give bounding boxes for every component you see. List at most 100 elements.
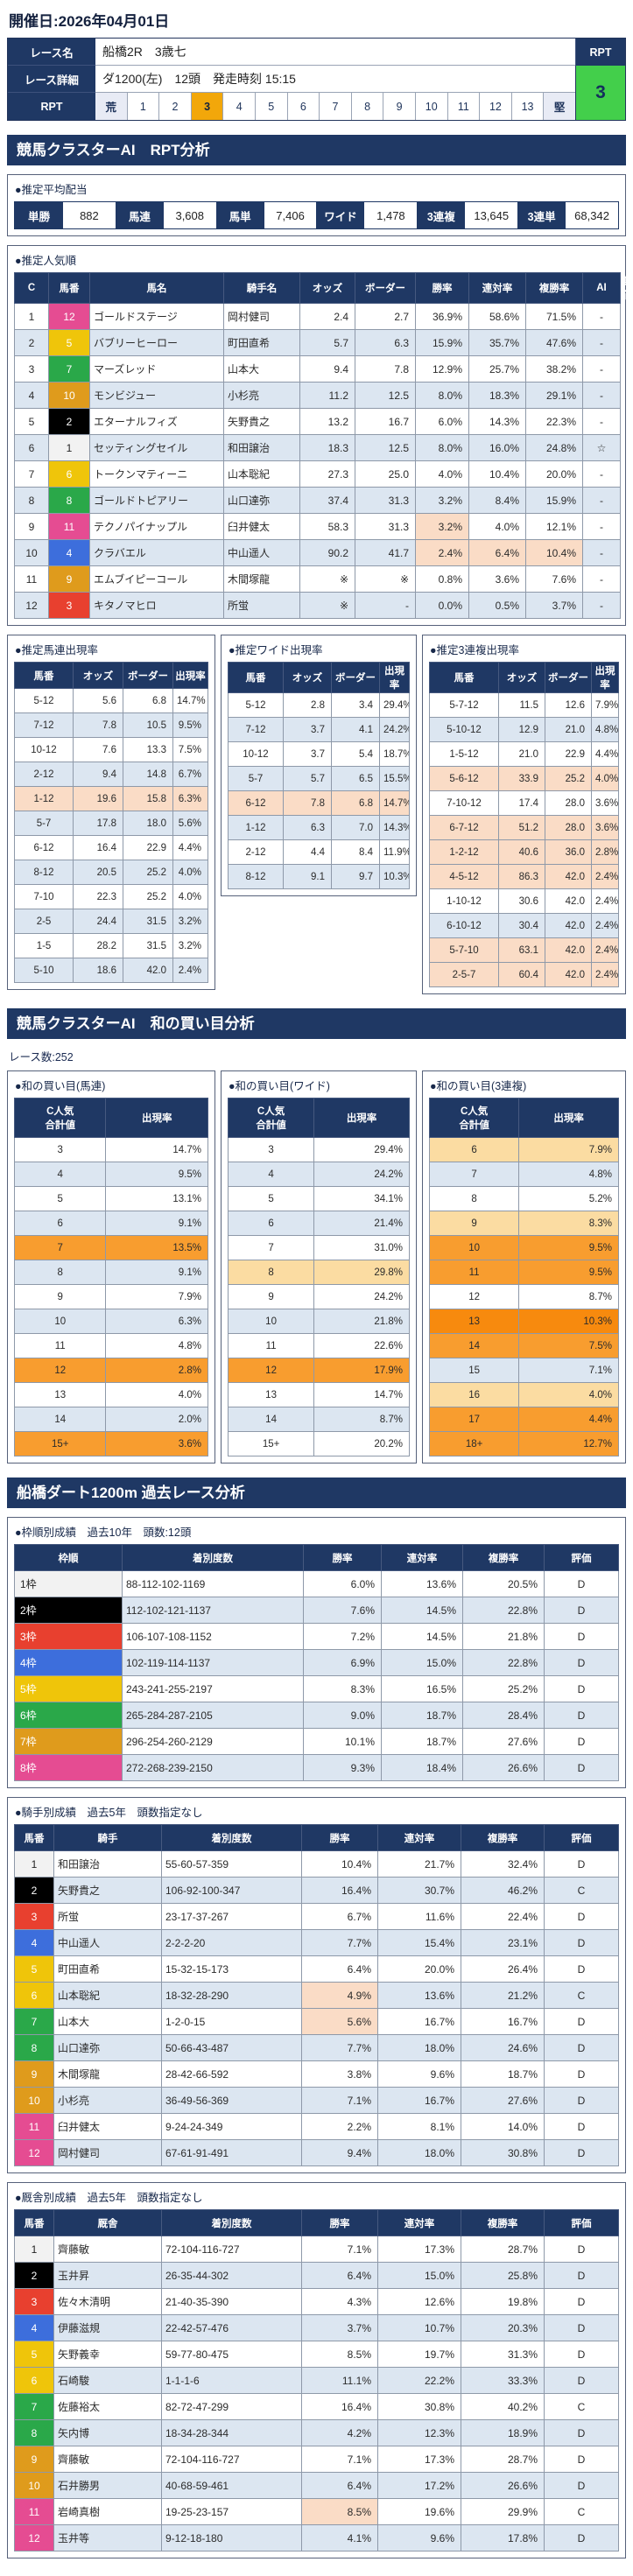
table-row: 11 臼井健太 9-24-24-349 2.2% 8.1% 14.0% D: [14, 2113, 619, 2140]
cell: 5.6%: [172, 811, 208, 836]
cell: -: [582, 539, 621, 566]
cell: 19.7%: [377, 2341, 461, 2368]
cell: 24.2%: [379, 717, 410, 742]
cell: 88-112-102-1169: [122, 1570, 304, 1597]
cell: 14: [227, 1407, 315, 1432]
cell: 6: [428, 1137, 520, 1162]
cell: 山本大: [53, 2008, 162, 2035]
column-header: C人気 合計値: [13, 1098, 107, 1138]
cell: 6.9%: [303, 1649, 382, 1676]
cell: 11.9%: [379, 839, 410, 865]
cell: 木間塚龍: [223, 565, 300, 593]
column-header: 出現率: [105, 1098, 208, 1138]
cell: 14: [13, 1407, 107, 1432]
table-row: 7-12 7.8 10.5 9.5%: [14, 712, 208, 738]
column-header: 着別度数: [161, 1824, 302, 1851]
cell: 10.4%: [468, 460, 526, 488]
cell: ゴールドステージ: [89, 303, 224, 330]
cell: 3.2%: [172, 933, 208, 958]
cell: 13.6%: [381, 1570, 463, 1597]
table-row: 14 8.7%: [227, 1407, 410, 1432]
table-row: 3枠 106-107-108-1152 7.2% 14.5% 21.8% D: [14, 1623, 619, 1650]
column-header: 馬番: [14, 2209, 54, 2236]
cell: 3.7%: [525, 592, 583, 619]
cell: 11.1%: [301, 2367, 378, 2394]
cell: 14.5%: [381, 1597, 463, 1624]
cell: 2.4%: [591, 962, 619, 987]
payout-value: 7,406: [276, 208, 305, 222]
cell: 3.6%: [105, 1431, 208, 1456]
header-row: C人気 合計値 出現率: [227, 1098, 410, 1138]
stable-stats-table: 馬番 厩舎 着別度数 勝率 連対率 複勝率 評価 1 齊藤敏 72-104-116-727 7.1%…: [14, 2209, 619, 2551]
jockey-stats-title: ●騎手別成績 過去5年 頭数指定なし: [15, 1807, 203, 1819]
cell: 5: [14, 2341, 54, 2368]
table-row: 7 31.0%: [227, 1235, 410, 1260]
cell: D: [544, 1675, 619, 1702]
umaren-box-title: ●推定馬連出現率: [15, 644, 99, 656]
cell: 296-254-260-2129: [122, 1728, 304, 1755]
cell: 5: [14, 408, 49, 435]
cell: 18.6: [73, 958, 123, 983]
cell: 齊藤敏: [53, 2446, 162, 2473]
cell: 1-2-0-15: [161, 2008, 302, 2035]
cell: 21.8%: [462, 1623, 545, 1650]
cell: 2.2%: [301, 2113, 378, 2140]
cell: 6-7-12: [429, 815, 499, 840]
cell: 7.6%: [525, 565, 583, 593]
table-row: 1-5-12 21.0 22.9 4.4%: [429, 741, 619, 767]
cell: 2.8%: [591, 839, 619, 865]
cell: 8: [48, 487, 90, 514]
cell: 5: [227, 1186, 315, 1211]
cell: 12: [14, 2524, 54, 2551]
rpt-column-header: RPT: [575, 39, 625, 66]
cell: 265-284-287-2105: [122, 1702, 304, 1729]
cell: 7.1%: [301, 2087, 378, 2114]
table-row: 7 4.8%: [428, 1162, 619, 1187]
cell: 25.2: [123, 860, 173, 885]
cell: D: [544, 1929, 619, 1956]
payout-value: 3,608: [175, 208, 205, 222]
table-row: 1-10-12 30.6 42.0 2.4%: [429, 888, 619, 914]
cell: 22-42-57-476: [161, 2314, 302, 2341]
column-header: 出現率: [518, 1098, 619, 1138]
cell: 4.4%: [591, 741, 619, 767]
cell: 13.6%: [377, 1982, 461, 2009]
rpt-scale-cell: 5: [254, 93, 287, 120]
cell: キタノマヒロ: [89, 592, 224, 619]
cell: 35.7%: [468, 329, 526, 356]
wa-sanrenpuku-box: ●和の買い目(3連複) C人気 合計値 出現率 6 7.9% 7 4.8% 8 5.2% 9 8.…: [422, 1070, 626, 1463]
cell: 6: [14, 434, 49, 461]
table-row: 6-12 16.4 22.9 4.4%: [14, 835, 208, 860]
race-detail-value: ダ1200(左) 12頭 発走時刻 15:15: [95, 66, 575, 93]
rpt-row-label: RPT: [8, 93, 95, 120]
cell: 42.0: [545, 962, 592, 987]
column-header: 着別度数: [161, 2209, 302, 2236]
cell: 31.5: [123, 933, 173, 958]
cell: 15+: [13, 1431, 107, 1456]
cell: 2.4%: [591, 864, 619, 889]
cell: D: [544, 2060, 619, 2088]
cell: 8.3%: [303, 1675, 382, 1702]
cell: 12: [428, 1284, 520, 1309]
cell: 6: [14, 1982, 54, 2009]
cell: 10.4%: [525, 539, 583, 566]
popularity-box: ●推定人気順 C 馬番 馬名 騎手名 オッズ ボーダー 勝率 連対率 複勝率 AI 評価 1 12 ゴール…: [7, 245, 633, 626]
section-header-past-races: 船橋ダート1200m 過去レース分析: [7, 1478, 626, 1508]
cell: 40-68-59-461: [161, 2472, 302, 2499]
cell: 22.9: [123, 835, 173, 860]
cell: 山本聡紀: [53, 1982, 162, 2009]
cell: 8: [13, 1260, 107, 1285]
cell: 11: [227, 1333, 315, 1358]
cell: 10: [14, 2472, 54, 2499]
cell: エターナルフィズ: [89, 408, 224, 435]
wa-wide-box: ●和の買い目(ワイド) C人気 合計値 出現率 3 29.4% 4 24.2% 5 34.1%…: [221, 1070, 417, 1463]
table-row: 3 所蛍 23-17-37-267 6.7% 11.6% 22.4% D: [14, 1903, 619, 1930]
cell: 22.4%: [461, 1903, 545, 1930]
cell: -: [582, 513, 621, 540]
cell: 6.3%: [172, 786, 208, 811]
cell: 5: [14, 1955, 54, 1983]
cell: 13.1%: [105, 1186, 208, 1211]
cell: -: [355, 592, 416, 619]
